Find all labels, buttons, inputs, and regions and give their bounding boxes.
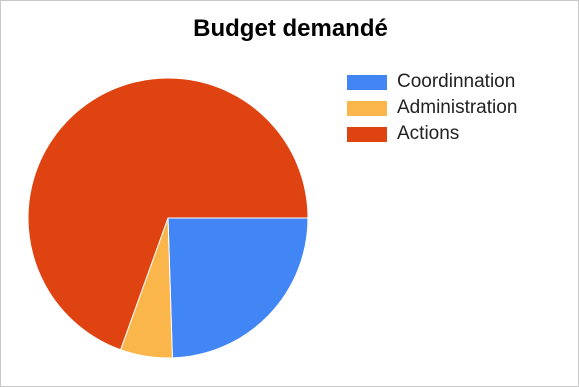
legend-swatch-coordinnation [347, 74, 387, 90]
chart-title: Budget demandé [193, 15, 388, 42]
legend-item-actions: Actions [347, 121, 517, 147]
legend-item-administration: Administration [347, 95, 517, 121]
legend-swatch-administration [347, 100, 387, 116]
pie-slice-coordinnation [167, 217, 309, 359]
legend-swatch-actions [347, 126, 387, 142]
pie-slice-actions [27, 77, 309, 351]
legend-label-actions: Actions [397, 123, 460, 144]
legend-item-coordinnation: Coordinnation [347, 69, 517, 95]
legend-label-coordinnation: Coordinnation [397, 71, 516, 92]
legend: Coordinnation Administration Actions [347, 69, 517, 147]
legend-label-administration: Administration [397, 97, 518, 118]
